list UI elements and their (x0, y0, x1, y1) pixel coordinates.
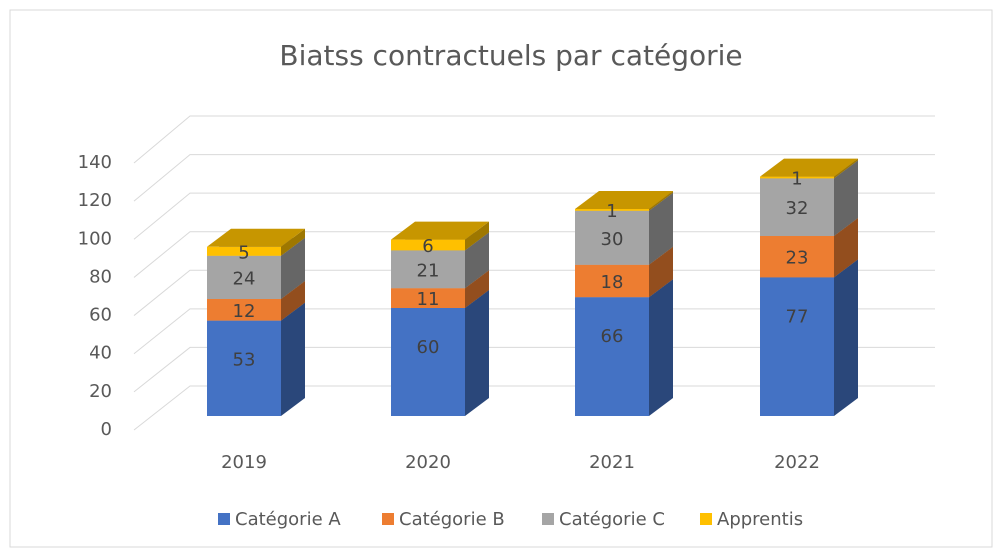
bar (760, 178, 834, 236)
grid-line (133, 154, 935, 202)
bar (760, 236, 834, 278)
bar (760, 176, 834, 179)
grid-line (133, 346, 935, 393)
grid-line (133, 308, 935, 355)
grid-line (133, 385, 935, 431)
legend-label: Catégorie A (235, 509, 341, 530)
bar-top (575, 191, 673, 209)
value-label: 1 (606, 201, 617, 222)
value-label: 53 (233, 350, 256, 371)
bar-side (649, 279, 673, 416)
bar (575, 264, 649, 298)
legend-label: Apprentis (717, 509, 803, 530)
legend-swatch (700, 513, 712, 525)
bar (575, 210, 649, 265)
value-label: 1 (791, 169, 802, 190)
grid-line (133, 269, 935, 316)
value-label: 18 (601, 272, 624, 293)
x-tick-label: 2019 (221, 452, 267, 473)
bar-side (281, 281, 305, 321)
value-label: 24 (233, 268, 256, 289)
bar-side (281, 302, 305, 416)
value-label: 66 (601, 326, 624, 347)
bar (207, 299, 281, 321)
value-label: 21 (417, 260, 440, 281)
value-label: 30 (601, 229, 624, 250)
bar-side (465, 232, 489, 289)
y-tick-label: 140 (78, 152, 112, 173)
x-tick-label: 2020 (405, 452, 451, 473)
value-label: 5 (238, 242, 249, 263)
bar-side (281, 237, 305, 299)
bar (391, 288, 465, 308)
x-tick-label: 2021 (589, 452, 635, 473)
value-label: 6 (422, 236, 433, 257)
value-label: 60 (417, 337, 440, 358)
bar-top (207, 228, 305, 247)
legend-swatch (218, 513, 230, 525)
bar-side (465, 221, 489, 251)
grid-line (133, 231, 935, 278)
y-tick-label: 20 (89, 381, 112, 402)
grid-line (133, 115, 935, 164)
value-label: 23 (786, 248, 809, 269)
bar (207, 246, 281, 256)
bar (391, 250, 465, 289)
y-tick-label: 100 (78, 228, 112, 249)
bar (207, 255, 281, 299)
bar-side (281, 228, 305, 256)
y-tick-label: 60 (89, 305, 112, 326)
value-label: 11 (417, 289, 440, 310)
bar (207, 320, 281, 416)
legend-label: Catégorie B (399, 509, 505, 530)
bar-side (834, 218, 858, 278)
bar-side (834, 160, 858, 236)
bar-side (465, 270, 489, 308)
x-tick-label: 2022 (774, 452, 820, 473)
bar-side (649, 246, 673, 298)
bar-side (649, 191, 673, 211)
bar (391, 308, 465, 416)
chart-title: Biatss contractuels par catégorie (279, 39, 742, 72)
bar (391, 239, 465, 251)
value-label: 32 (786, 198, 809, 219)
legend-swatch (382, 513, 394, 525)
y-tick-label: 120 (78, 190, 112, 211)
bar-side (834, 259, 858, 416)
legend-label: Catégorie C (559, 509, 665, 530)
bar-side (465, 290, 489, 416)
legend-swatch (542, 513, 554, 525)
bar (575, 209, 649, 211)
y-tick-label: 40 (89, 343, 112, 364)
value-label: 77 (786, 306, 809, 327)
bar-side (649, 192, 673, 265)
y-tick-label: 80 (89, 266, 112, 287)
bar-top (391, 221, 489, 240)
bar-side (834, 158, 858, 179)
y-tick-label: 0 (101, 419, 112, 440)
value-label: 12 (233, 301, 256, 322)
bar (760, 277, 834, 416)
bar (575, 297, 649, 416)
bar-top (760, 158, 858, 177)
grid-line (133, 192, 935, 240)
